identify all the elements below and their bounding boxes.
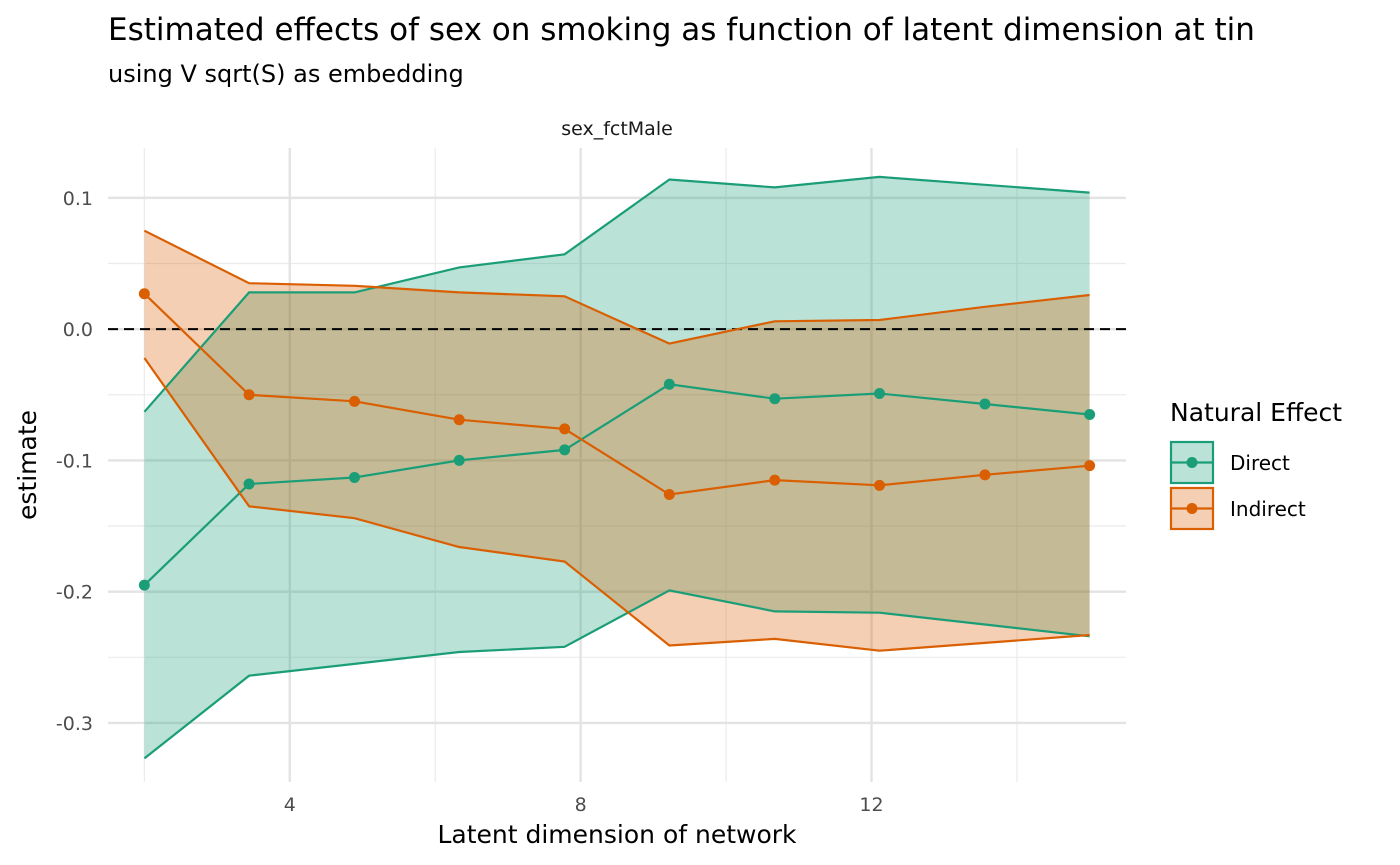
y-tick-label-2: -0.1: [56, 450, 93, 472]
legend-label-indirect: Indirect: [1230, 497, 1306, 521]
indirect-point-9: [1084, 460, 1096, 472]
legend-item-indirect: Indirect: [1169, 486, 1306, 531]
indirect-point-0: [138, 288, 150, 300]
indirect-estimate-line: [143, 292, 1090, 496]
legend-item-direct: Direct: [1169, 440, 1290, 485]
direct-point-1: [243, 478, 255, 490]
x-tick-labels: 4 8 12: [284, 794, 884, 816]
legend: Natural Effect Direct Indirect: [1169, 398, 1342, 531]
y-tick-label-3: 0.0: [63, 319, 93, 341]
legend-label-direct: Direct: [1230, 451, 1290, 475]
indirect-point-1: [243, 389, 255, 401]
y-tick-label-0: -0.3: [56, 713, 93, 735]
y-axis-title: estimate: [13, 410, 42, 520]
indirect-point-8: [979, 469, 991, 481]
direct-point-5: [663, 378, 675, 390]
ribbons: [144, 176, 1090, 759]
indirect-point-3: [453, 414, 465, 426]
indirect-lower-bound-line: [143, 357, 1090, 652]
direct-ribbon: [144, 176, 1090, 759]
y-tick-labels: -0.3 -0.2 -0.1 0.0 0.1: [56, 188, 93, 735]
legend-title: Natural Effect: [1170, 398, 1342, 427]
x-tick-label-0: 4: [284, 794, 296, 816]
indirect-upper-bound-line: [143, 229, 1090, 345]
direct-point-8: [979, 398, 991, 410]
direct-point-9: [1084, 408, 1096, 420]
direct-point-4: [559, 444, 571, 456]
direct-point-6: [769, 393, 781, 405]
chart-title: Estimated effects of sex on smoking as f…: [108, 12, 1255, 48]
facet-strip-label: sex_fctMale: [561, 118, 673, 140]
legend-key-point-indirect: [1186, 503, 1198, 514]
indirect-point-7: [873, 479, 885, 491]
direct-lower-bound-line: [143, 589, 1090, 760]
legend-key-point-direct: [1186, 457, 1198, 468]
indirect-ribbon: [144, 230, 1090, 651]
direct-point-2: [349, 471, 361, 483]
x-tick-label-1: 8: [575, 794, 587, 816]
x-axis-title: Latent dimension of network: [437, 820, 797, 849]
direct-point-0: [138, 579, 150, 591]
direct-point-7: [873, 387, 885, 399]
direct-upper-bound-line: [143, 175, 1090, 413]
indirect-point-5: [663, 489, 675, 501]
indirect-point-2: [349, 395, 361, 407]
series-lines: [143, 175, 1090, 760]
series-points: [138, 288, 1096, 591]
y-tick-label-4: 0.1: [63, 188, 93, 210]
indirect-point-4: [559, 423, 571, 435]
x-tick-label-2: 12: [859, 794, 883, 816]
direct-estimate-line: [143, 383, 1090, 586]
chart-subtitle: using V sqrt(S) as embedding: [108, 60, 464, 88]
y-tick-label-1: -0.2: [56, 582, 93, 604]
direct-point-3: [453, 454, 465, 466]
indirect-point-6: [769, 474, 781, 486]
